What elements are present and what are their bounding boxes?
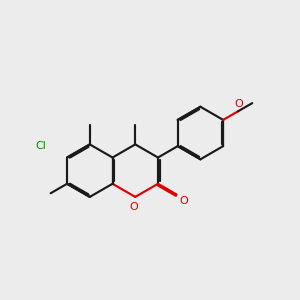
Text: Cl: Cl bbox=[35, 141, 46, 152]
Text: O: O bbox=[179, 196, 188, 206]
Text: O: O bbox=[234, 99, 243, 109]
Text: O: O bbox=[130, 202, 138, 212]
